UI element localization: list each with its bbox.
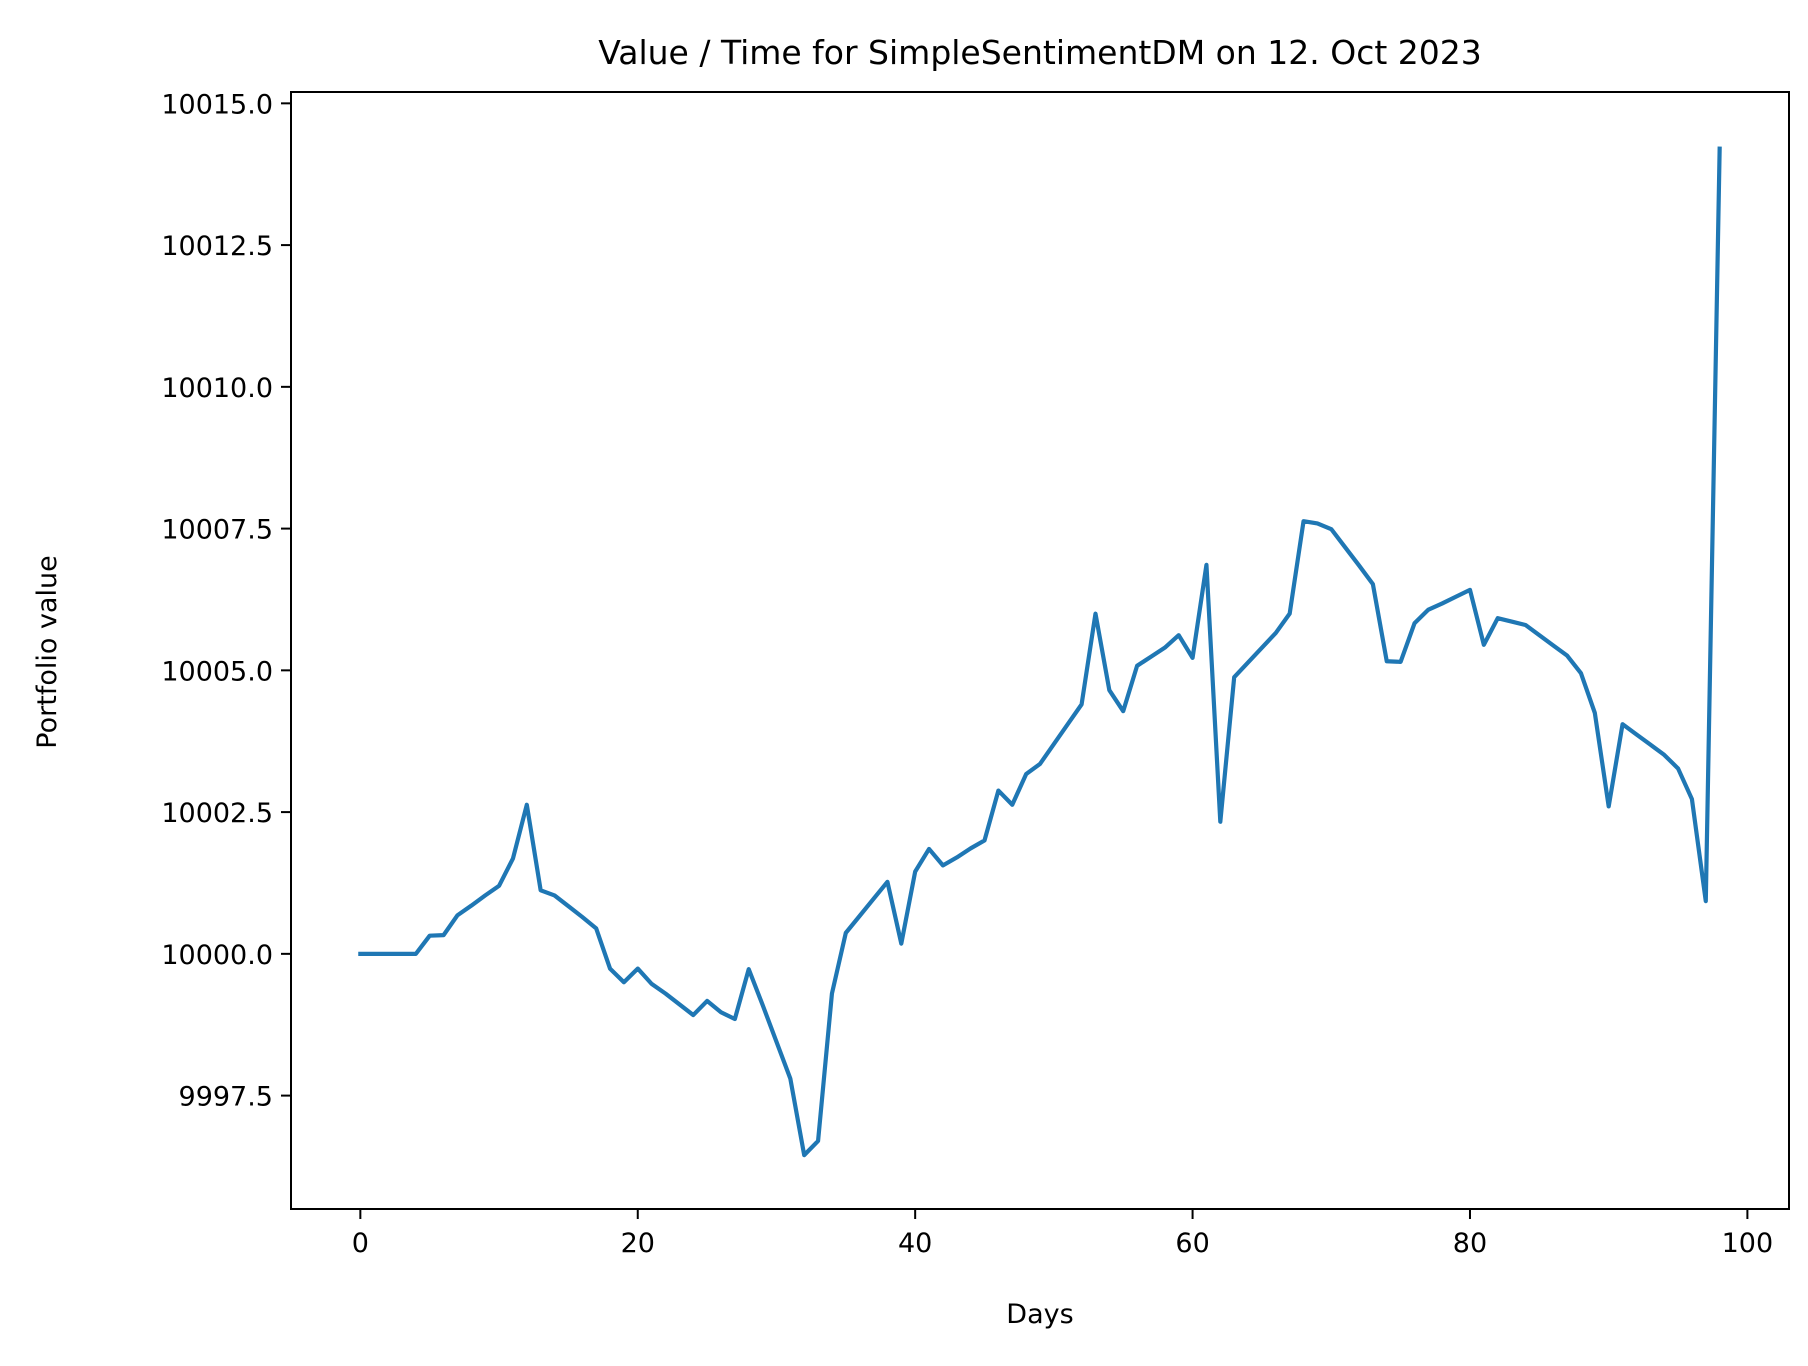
y-tick-label: 10012.5 xyxy=(161,231,273,262)
y-axis-label: Portfolio value xyxy=(32,555,63,748)
x-tick-label: 20 xyxy=(621,1228,655,1259)
axes-frame xyxy=(290,91,1790,1210)
chart-title: Value / Time for SimpleSentimentDM on 12… xyxy=(598,33,1482,72)
y-tick-label: 10010.0 xyxy=(161,373,273,404)
series-line-1 xyxy=(358,146,1722,1158)
y-tick-label: 10005.0 xyxy=(161,656,273,687)
x-tick-label: 0 xyxy=(352,1228,369,1259)
y-tick-label: 9997.5 xyxy=(179,1082,273,1113)
y-tick-label: 10000.0 xyxy=(161,940,273,971)
y-tick-label: 10002.5 xyxy=(161,798,273,829)
plot-area: 0 20 40 60 80 100 9997.5 10000.0 10002.5 10005.0 1… xyxy=(161,89,1790,1259)
x-tick-label: 60 xyxy=(1175,1228,1209,1259)
x-tick-label: 100 xyxy=(1722,1228,1774,1259)
x-tick-label: 80 xyxy=(1453,1228,1487,1259)
x-axis-label: Days xyxy=(1006,1299,1073,1330)
y-tick-label: 10015.0 xyxy=(161,89,273,120)
x-tick-label: 40 xyxy=(898,1228,932,1259)
y-tick-label: 10007.5 xyxy=(161,515,273,546)
